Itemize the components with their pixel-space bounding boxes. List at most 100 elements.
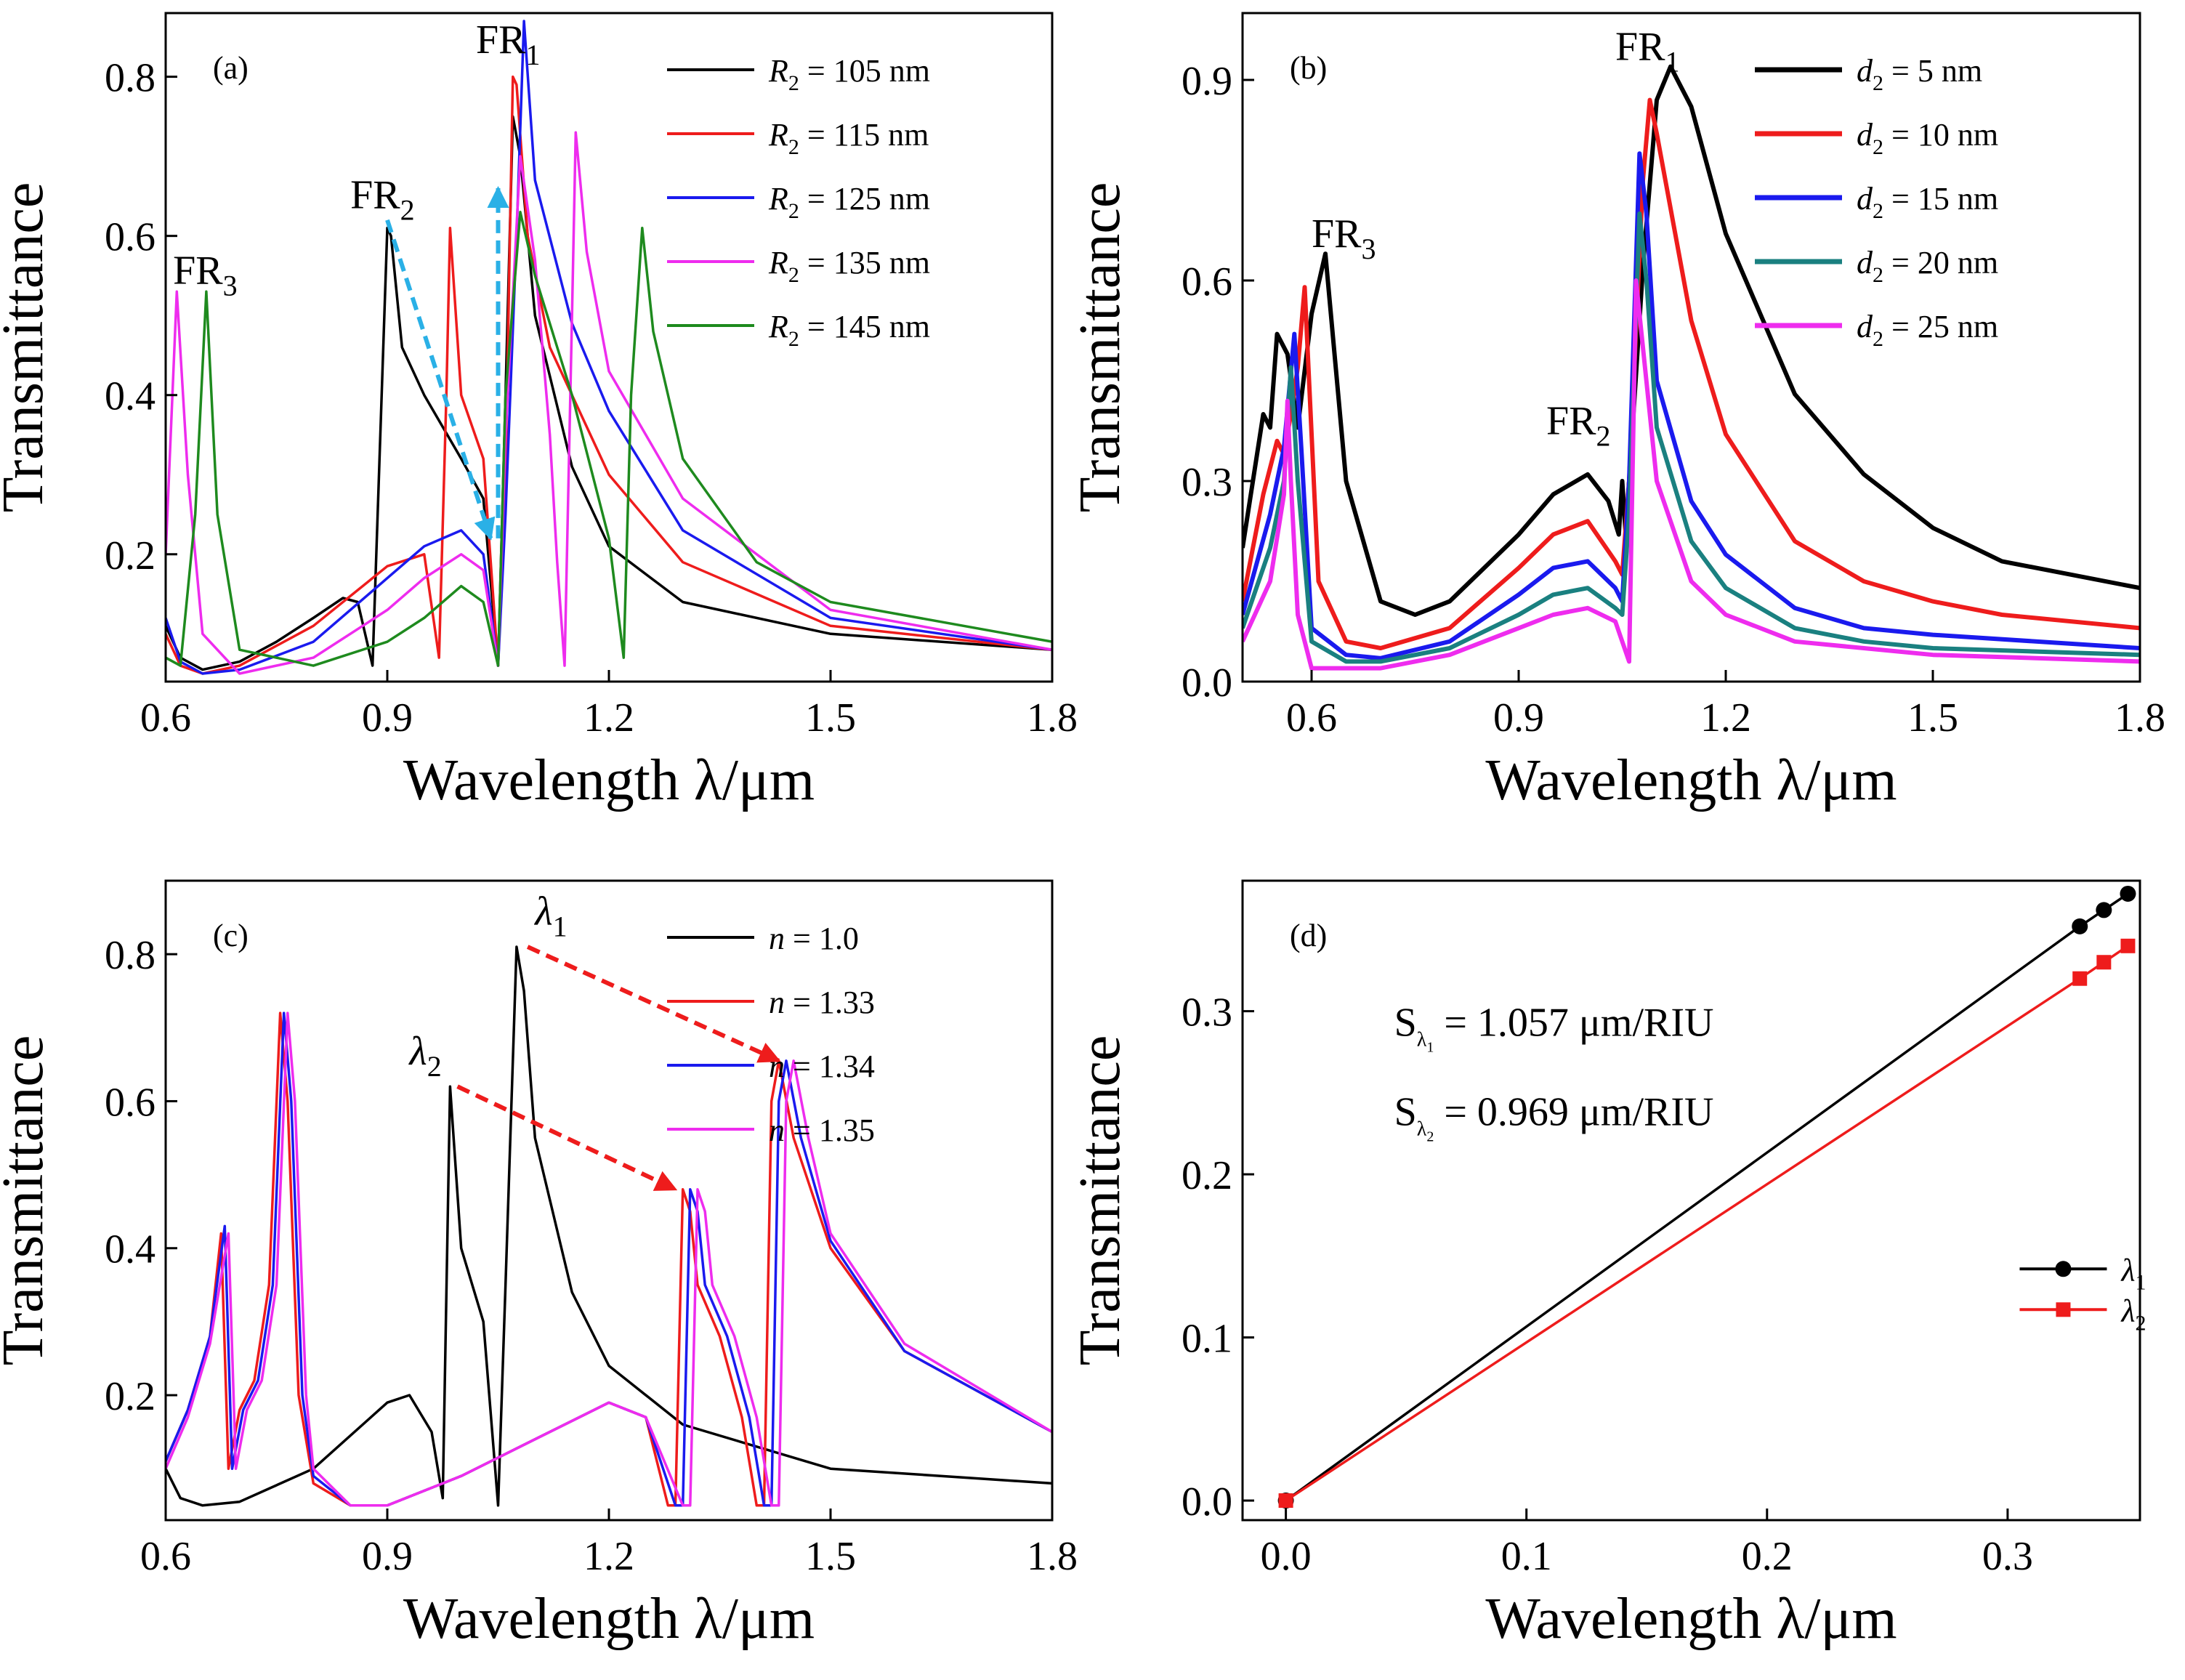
x-tick-label: 1.5: [1907, 695, 1958, 740]
x-tick-label: 1.8: [2115, 695, 2165, 740]
peak-annotation: FR2: [1546, 399, 1611, 453]
plot-frame: [1241, 12, 2141, 683]
data-point-d-1: [2120, 885, 2136, 902]
legend-entry: d2 = 15 nm: [1857, 181, 1998, 223]
x-tick-label: 0.6: [1286, 695, 1337, 740]
y-tick-label: 0.4: [105, 1227, 156, 1272]
data-point-d-2: [2096, 955, 2112, 970]
legend-entry: R2 = 125 nm: [768, 181, 930, 223]
peak-annotation: FR3: [1312, 211, 1376, 265]
series-line-b-1: [1243, 64, 2140, 617]
y-tick-label: 0.4: [105, 374, 156, 419]
legend-entry: d2 = 20 nm: [1857, 245, 1998, 287]
peak-annotation: λ2: [408, 1029, 442, 1083]
panel-c-chart: 0.6 0.9 1.2 1.5 1.8 0.2 0.4 0.6 0.8 Wavelength λ/…: [0, 879, 1078, 1651]
legend-entry: λ1: [2120, 1252, 2146, 1294]
series-line-c-1: [166, 945, 1052, 1507]
legend-entry: n = 1.34: [769, 1049, 875, 1084]
panel-d-chart: 0.0 0.1 0.2 0.3 0.0 0.1 0.2 0.3 Wavelength λ/μm T…: [1068, 879, 2146, 1651]
series-line-c-2: [166, 1011, 1052, 1507]
panel-label: (b): [1290, 50, 1327, 86]
x-tick-label: 1.2: [583, 695, 634, 740]
peak-annotation: FR2: [350, 172, 414, 226]
x-tick-label: 1.2: [1700, 695, 1751, 740]
peak-annotation: FR3: [173, 248, 238, 302]
x-tick-label: 0.6: [140, 1534, 191, 1579]
plot-frame: [164, 12, 1054, 683]
y-tick-label: 0.3: [1182, 460, 1232, 505]
x-tick-label: 0.9: [362, 695, 413, 740]
data-point-d-2: [2072, 971, 2088, 986]
y-axis-title: Transmittance: [1068, 1035, 1132, 1366]
legend-entry: d2 = 5 nm: [1857, 53, 1982, 95]
series-line-c-3: [166, 1011, 1052, 1507]
x-tick-label: 0.0: [1261, 1534, 1312, 1579]
y-tick-label: 0.8: [105, 56, 156, 101]
legend-entry: R2 = 115 nm: [768, 117, 929, 159]
panel-label: (a): [213, 50, 249, 86]
y-tick-label: 0.2: [1182, 1153, 1232, 1198]
peak-annotation: λ1: [533, 889, 567, 943]
legend-marker: [2056, 1302, 2071, 1317]
y-tick-label: 0.6: [105, 1080, 156, 1125]
x-axis-title: Wavelength λ/μm: [1485, 748, 1897, 812]
legend-entry: d2 = 10 nm: [1857, 117, 1998, 159]
x-tick-label: 0.2: [1742, 1534, 1793, 1579]
series-line-a-5: [166, 211, 1052, 667]
peak-annotation: FR1: [476, 17, 541, 71]
series-line-a-2: [166, 75, 1052, 675]
x-tick-label: 0.9: [362, 1534, 413, 1579]
x-tick-label: 1.8: [1027, 695, 1078, 740]
x-tick-label: 1.8: [1027, 1534, 1078, 1579]
series-line-c-4: [166, 1011, 1052, 1507]
legend-entry: R2 = 105 nm: [768, 53, 930, 95]
y-tick-label: 0.0: [1182, 1479, 1232, 1524]
shift-arrow-c-2: [456, 1084, 678, 1192]
series-line-d-2: [1285, 945, 2129, 1502]
panel-a-chart: 0.6 0.9 1.2 1.5 1.8 0.2 0.4 0.6 0.8 Wavelength λ/…: [0, 12, 1078, 812]
y-tick-label: 0.9: [1182, 59, 1232, 104]
x-tick-label: 0.6: [140, 695, 191, 740]
plot-frame: [1241, 879, 2141, 1522]
x-tick-label: 0.9: [1493, 695, 1544, 740]
legend-entry: n = 1.35: [769, 1112, 875, 1148]
legend-marker: [2055, 1261, 2072, 1277]
data-point-d-1: [2096, 902, 2112, 918]
shift-arrow-c-1: [526, 945, 781, 1063]
legend-entry: n = 1.0: [769, 921, 859, 956]
series-line-d-1: [1285, 892, 2129, 1502]
y-tick-label: 0.1: [1182, 1317, 1232, 1362]
y-tick-label: 0.2: [105, 1374, 156, 1419]
sensitivity-label: Sλ2 = 0.969 μm/RIU: [1394, 1090, 1714, 1145]
x-tick-label: 1.5: [805, 1534, 856, 1579]
x-tick-label: 0.1: [1501, 1534, 1552, 1579]
legend-entry: λ2: [2120, 1293, 2146, 1335]
panel-b-chart: 0.6 0.9 1.2 1.5 1.8 0.0 0.3 0.6 0.9 Wavelength λ/…: [1068, 12, 2165, 812]
y-axis-title: Transmittance: [0, 1035, 55, 1366]
y-axis-title: Transmittance: [0, 182, 55, 513]
y-axis-title: Transmittance: [1068, 182, 1132, 513]
legend-entry: n = 1.33: [769, 985, 875, 1020]
x-tick-label: 1.2: [583, 1534, 634, 1579]
peak-annotation: FR1: [1615, 24, 1680, 78]
panel-label: (c): [213, 918, 249, 953]
x-tick-label: 0.3: [1982, 1534, 2033, 1579]
x-axis-title: Wavelength λ/μm: [1485, 1587, 1897, 1651]
y-tick-label: 0.6: [105, 215, 156, 260]
sensitivity-label: Sλ1 = 1.057 μm/RIU: [1394, 1000, 1714, 1055]
y-tick-label: 0.6: [1182, 259, 1232, 304]
x-axis-title: Wavelength λ/μm: [403, 1587, 815, 1651]
series-line-b-5: [1243, 278, 2140, 671]
data-point-d-2: [2120, 938, 2136, 953]
legend-entry: R2 = 145 nm: [768, 309, 930, 351]
series-line-b-3: [1243, 151, 2140, 661]
series-line-a-1: [166, 115, 1052, 671]
data-point-d-1: [2072, 918, 2088, 934]
legend-entry: d2 = 25 nm: [1857, 309, 1998, 351]
series-line-b-4: [1243, 211, 2140, 664]
y-tick-label: 0.2: [105, 533, 156, 578]
series-line-b-2: [1243, 97, 2140, 650]
y-tick-label: 0.8: [105, 933, 156, 978]
data-point-d-2: [1278, 1493, 1293, 1509]
